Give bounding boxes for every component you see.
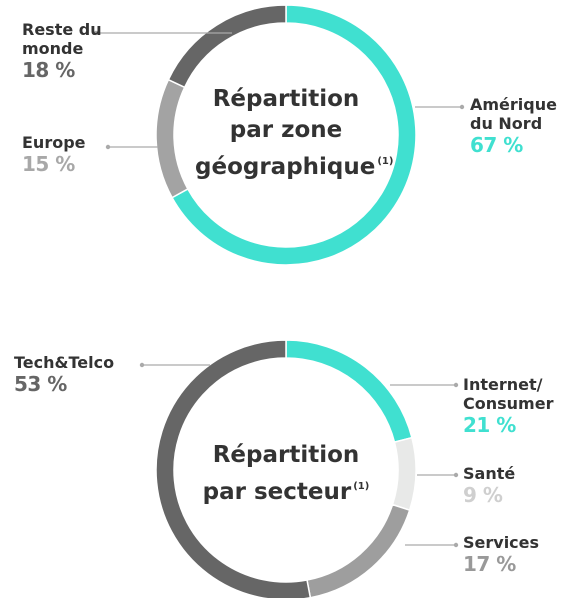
segment-name: Internet/ Consumer: [463, 375, 554, 413]
segment-value: 9 %: [463, 483, 503, 507]
donut-segment: [306, 503, 411, 598]
donut-segment: [155, 339, 312, 598]
center-title: Répartition par secteur (1): [198, 440, 374, 508]
segment-label: Santé 9 %: [463, 464, 568, 507]
title: Répartition par zone géographique: [195, 86, 376, 180]
donut-segment: [167, 4, 287, 89]
segment-value: 18 %: [22, 58, 75, 82]
leader-dot: [93, 30, 99, 36]
leader-dot: [453, 542, 459, 548]
leader-dot: [105, 144, 111, 150]
segment-label: Tech&Telco 53 %: [14, 353, 119, 396]
leader-dot: [139, 362, 145, 368]
segment-value: 53 %: [14, 372, 67, 396]
leader-dot: [453, 382, 459, 388]
segment-name: Reste du monde: [22, 20, 102, 58]
leader-dot: [459, 104, 465, 110]
segment-value: 15 %: [22, 152, 75, 176]
segment-name: Tech&Telco: [14, 353, 115, 372]
segment-value: 21 %: [463, 413, 516, 437]
segment-name: Services: [463, 533, 540, 552]
segment-label: Reste du monde 18 %: [22, 20, 127, 82]
segment-label: Services 17 %: [463, 533, 568, 576]
segment-label: Internet/ Consumer 21 %: [463, 375, 568, 437]
title: Répartition par secteur: [202, 442, 360, 505]
donut-segment: [155, 78, 189, 199]
segment-name: Europe: [22, 133, 86, 152]
segment-label: Europe 15 %: [22, 133, 127, 176]
footnote-ref: (1): [377, 156, 394, 167]
segment-label: Amérique du Nord 67 %: [470, 95, 575, 157]
donut-segment: [391, 436, 417, 512]
segment-value: 17 %: [463, 552, 516, 576]
footnote-ref: (1): [353, 481, 370, 492]
segment-name: Amérique du Nord: [470, 95, 557, 133]
leader-dot: [453, 472, 459, 478]
donut-segment: [285, 339, 413, 444]
center-title: Répartition par zone géographique (1): [195, 84, 393, 183]
segment-value: 67 %: [470, 133, 523, 157]
segment-name: Santé: [463, 464, 516, 483]
